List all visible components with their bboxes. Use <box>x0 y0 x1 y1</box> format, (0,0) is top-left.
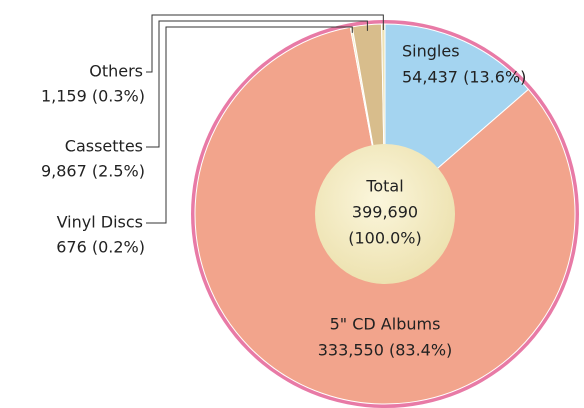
slice-label: Singles <box>402 42 460 61</box>
slice-label: Vinyl Discs <box>57 213 143 232</box>
leader-line <box>146 26 353 224</box>
slice-value: 54,437 (13.6%) <box>402 68 526 87</box>
slice-value: 333,550 (83.4%) <box>318 341 453 360</box>
slice-label: Others <box>89 62 143 81</box>
slice-label: Cassettes <box>65 137 143 156</box>
leader-line <box>146 14 384 73</box>
slice-value: 9,867 (2.5%) <box>41 162 145 181</box>
total-hub <box>315 144 455 284</box>
slice-value: 676 (0.2%) <box>56 238 145 257</box>
slice-value: 1,159 (0.3%) <box>41 87 145 106</box>
total-value: 399,690 <box>352 203 418 222</box>
total-label: Total <box>365 177 403 196</box>
total-percent: (100.0%) <box>348 229 422 248</box>
slice-label: 5" CD Albums <box>330 315 441 334</box>
leader-line <box>146 20 368 148</box>
